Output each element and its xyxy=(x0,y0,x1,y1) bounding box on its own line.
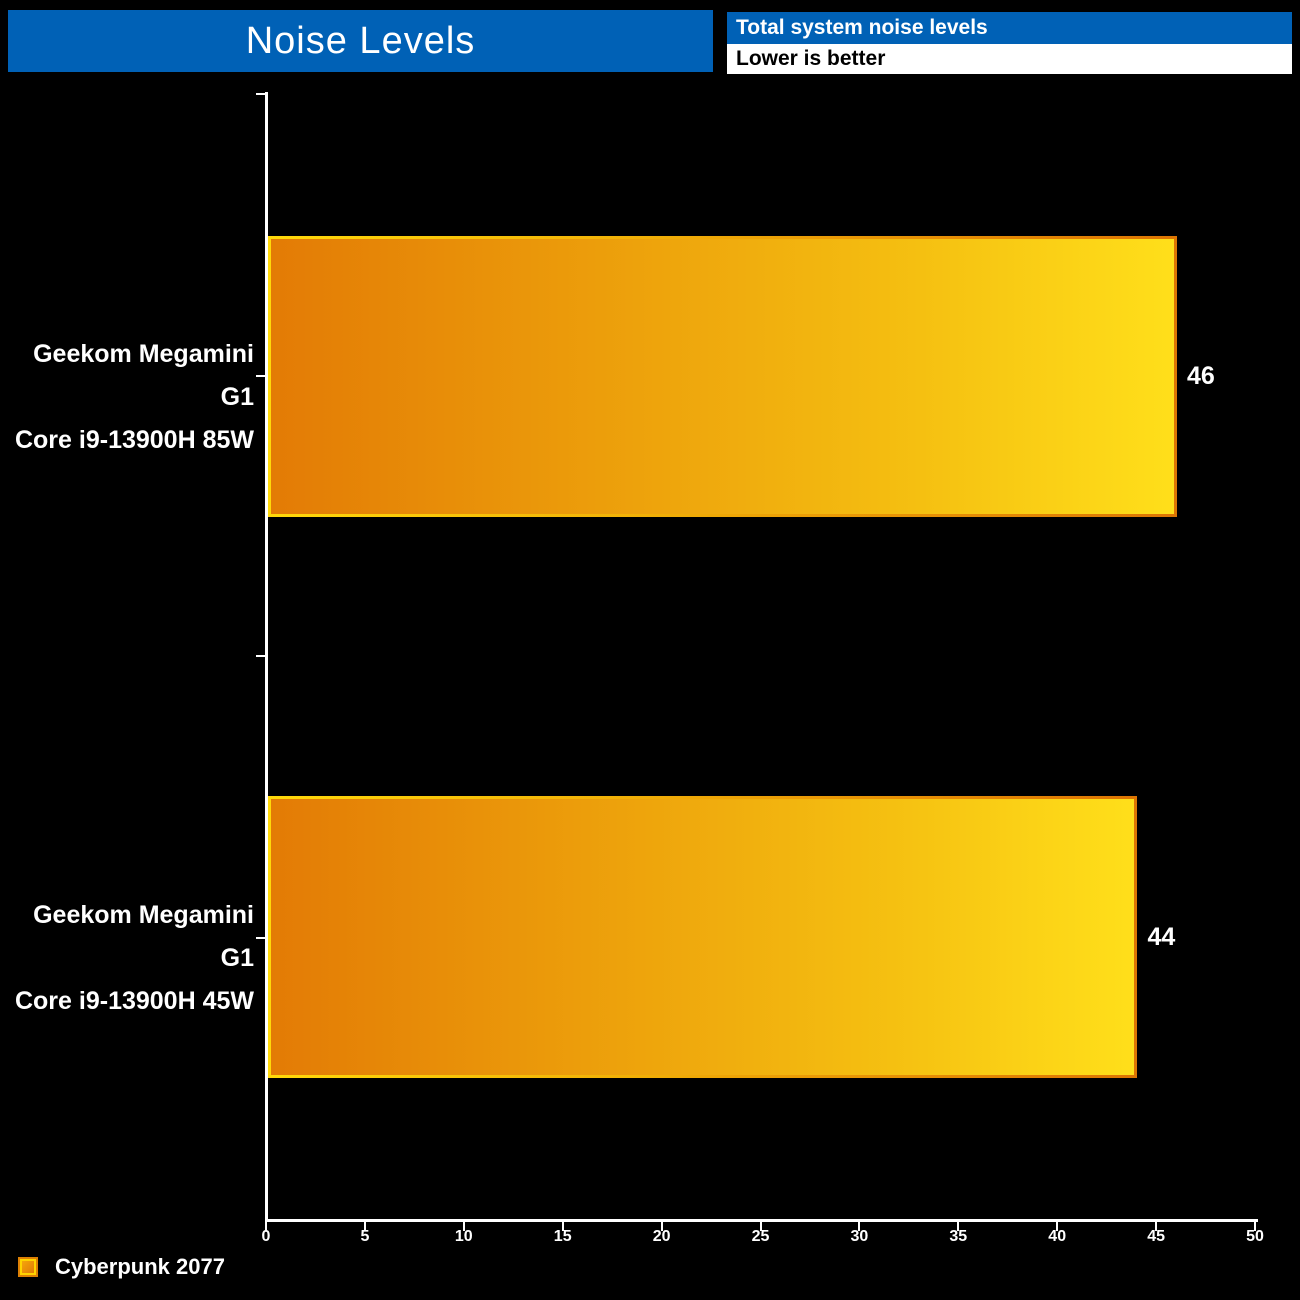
chart-title-box: Noise Levels xyxy=(8,10,713,72)
bar-row: 46 xyxy=(268,236,1256,517)
x-tick-label: 10 xyxy=(454,1228,473,1245)
bar-fill xyxy=(271,239,1174,514)
y-axis-tick xyxy=(256,375,265,377)
legend: Cyberpunk 2077 xyxy=(18,1254,225,1280)
x-axis-tick xyxy=(1056,1222,1059,1231)
chart-subtitle-box: Total system noise levels xyxy=(727,12,1292,44)
bar-fill xyxy=(271,799,1135,1075)
x-tick-label: 30 xyxy=(850,1228,869,1245)
x-tick-label: 0 xyxy=(261,1228,271,1245)
x-axis-tick xyxy=(858,1222,861,1231)
category-label-line2: Core i9-13900H 45W xyxy=(14,987,254,1015)
y-axis-tick xyxy=(256,655,265,657)
y-axis-line xyxy=(265,92,268,1222)
x-axis-tick xyxy=(660,1222,663,1231)
x-axis-tick xyxy=(363,1222,366,1231)
x-tick-label: 5 xyxy=(360,1228,370,1245)
lower-is-better-note: Lower is better xyxy=(736,47,886,70)
x-axis-tick-marks xyxy=(265,1222,1256,1231)
category-label-line1: Geekom Megamini G1 xyxy=(33,901,254,972)
category-label-45w: Geekom Megamini G1 Core i9-13900H 45W xyxy=(0,894,254,1023)
y-axis-tick xyxy=(256,93,265,95)
category-label-line2: Core i9-13900H 85W xyxy=(14,426,254,454)
x-tick-label: 20 xyxy=(652,1228,671,1245)
x-tick-label: 45 xyxy=(1147,1228,1165,1245)
chart-note-box: Lower is better xyxy=(727,44,1292,74)
bar-85w xyxy=(268,236,1177,517)
x-axis-tick xyxy=(759,1222,762,1231)
x-tick-label: 40 xyxy=(1048,1228,1067,1245)
x-axis-tick xyxy=(561,1222,564,1231)
x-axis-tick xyxy=(265,1222,267,1231)
legend-label: Cyberpunk 2077 xyxy=(55,1254,225,1279)
bar-value-label: 46 xyxy=(1186,362,1215,390)
chart-subtitle: Total system noise levels xyxy=(736,16,988,39)
x-axis-tick xyxy=(462,1222,465,1231)
x-tick-label: 15 xyxy=(553,1228,572,1245)
plot-area: 46 44 xyxy=(268,90,1256,1220)
legend-swatch-icon xyxy=(18,1257,38,1277)
x-tick-label: 25 xyxy=(751,1228,770,1245)
x-tick-label: 35 xyxy=(949,1228,968,1245)
bar-45w xyxy=(268,796,1138,1078)
x-axis-tick xyxy=(1254,1222,1256,1231)
x-axis-tick xyxy=(1155,1222,1158,1231)
chart-title: Noise Levels xyxy=(245,19,476,62)
x-axis-tick xyxy=(957,1222,960,1231)
x-axis-tick-labels: 0 5 10 15 20 25 30 35 40 45 50 xyxy=(262,1228,1264,1250)
category-label-line1: Geekom Megamini G1 xyxy=(33,340,254,411)
y-axis-tick xyxy=(256,937,265,939)
category-label-85w: Geekom Megamini G1 Core i9-13900H 85W xyxy=(0,333,254,462)
x-tick-label: 50 xyxy=(1246,1228,1264,1245)
x-axis-line xyxy=(265,1219,1258,1222)
bar-row: 44 xyxy=(268,796,1256,1078)
bar-value-label: 44 xyxy=(1147,922,1176,951)
